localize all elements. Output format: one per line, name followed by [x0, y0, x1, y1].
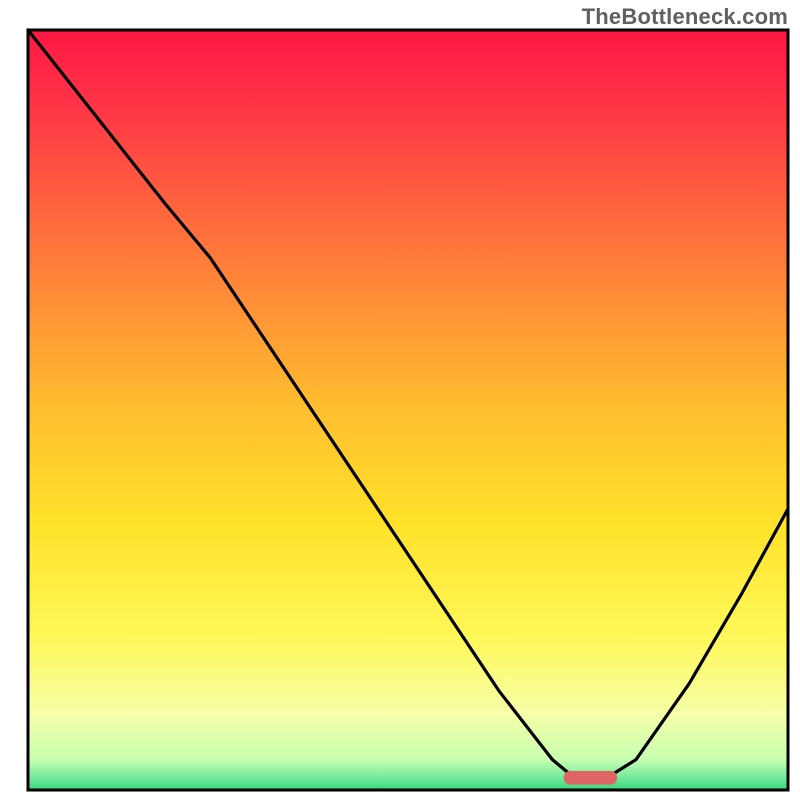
- watermark-text: TheBottleneck.com: [582, 4, 788, 30]
- chart-container: TheBottleneck.com: [0, 0, 800, 800]
- optimal-marker: [564, 771, 617, 785]
- gradient-background: [28, 30, 788, 790]
- bottleneck-chart: [0, 0, 800, 800]
